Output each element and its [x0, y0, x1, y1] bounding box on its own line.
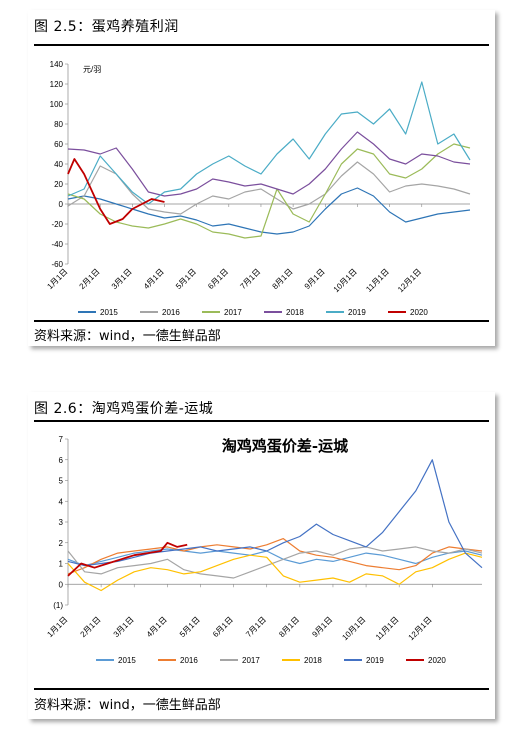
y-tick-label: 1: [59, 560, 64, 569]
chart-panel-profit: 图 2.5：蛋鸡养殖利润 140 120 100 80 60 40 20 0 -20 -40 -60…: [28, 10, 495, 346]
series-line-2016: [67, 161, 471, 215]
x-tick-label: 11月1日: [374, 615, 401, 642]
y-tick-label: 7: [59, 435, 64, 444]
legend-label-2019: 2019: [366, 656, 384, 665]
legend-label-2017: 2017: [242, 656, 260, 665]
series-line-2016: [67, 537, 483, 575]
y-tick-label: 20: [54, 180, 63, 189]
legend-label-2015: 2015: [118, 656, 136, 665]
x-tick-label: 1月1日: [45, 615, 69, 639]
y-axis-label: 元/羽: [83, 65, 101, 74]
x-tick-label: 2月1日: [79, 615, 103, 639]
x-tick-label: 5月1日: [174, 267, 198, 291]
y-tick-label: 3: [59, 518, 64, 527]
x-tick-label: 5月1日: [178, 615, 202, 639]
figure-caption: 图 2.5：蛋鸡养殖利润: [34, 19, 179, 35]
source-divider: [34, 320, 489, 322]
y-tick-label: 80: [54, 120, 63, 129]
y-tick-label: 100: [50, 100, 64, 109]
x-tick-label: 8月1日: [277, 615, 301, 639]
y-tick-label: -40: [51, 240, 63, 249]
figure-caption: 图 2.6：淘鸡鸡蛋价差-运城: [34, 401, 214, 417]
series-line-2015: [67, 548, 483, 567]
y-tick-label: 60: [54, 140, 63, 149]
x-tick-label: 7月1日: [238, 267, 262, 291]
y-tick-label: 0: [59, 200, 64, 209]
source-note: 资料来源：wind，一德生鲜品部: [34, 329, 221, 344]
x-tick-label: 4月1日: [142, 267, 166, 291]
y-tick-label: 4: [59, 497, 64, 506]
series-line-2020: [67, 158, 165, 225]
y-tick-label: 140: [50, 60, 64, 69]
legend-label-2020: 2020: [410, 308, 428, 317]
x-tick-label: 12月1日: [407, 615, 434, 642]
x-tick-label: 2月1日: [78, 267, 102, 291]
series-line-2018: [67, 552, 483, 592]
legend-label-2017: 2017: [224, 308, 242, 317]
legend-label-2016: 2016: [162, 308, 180, 317]
chart-panel-spread: 图 2.6：淘鸡鸡蛋价差-运城 7 6 5 4 3 2 1 0 (1) 1月1日 2月1日 3月1日 4…: [28, 392, 495, 719]
legend-label-2018: 2018: [304, 656, 322, 665]
legend-label-2019: 2019: [348, 308, 366, 317]
x-tick-label: 7月1日: [244, 615, 268, 639]
y-tick-label: 5: [59, 477, 64, 486]
x-tick-label: 1月1日: [45, 267, 69, 291]
legend-label-2020: 2020: [428, 656, 446, 665]
x-tick-label: 6月1日: [206, 267, 230, 291]
x-tick-label: 10月1日: [332, 267, 359, 294]
series-line-2017: [67, 143, 471, 239]
legend-label-2018: 2018: [286, 308, 304, 317]
legend-label-2015: 2015: [100, 308, 118, 317]
x-tick-label: 6月1日: [211, 615, 235, 639]
y-tick-label: 0: [59, 580, 64, 589]
x-tick-label: 3月1日: [112, 615, 136, 639]
spread-line-chart: 7 6 5 4 3 2 1 0 (1) 1月1日 2月1日 3月1日 4月1日 5月1日 6月1日 7月1日 8…: [45, 435, 483, 665]
x-tick-label: 4月1日: [145, 615, 169, 639]
y-tick-label: 120: [50, 80, 64, 89]
x-tick-label: 11月1日: [364, 267, 391, 294]
x-tick-label: 9月1日: [310, 615, 334, 639]
y-tick-label: 40: [54, 160, 63, 169]
source-note: 资料来源：wind，一德生鲜品部: [34, 698, 221, 713]
x-tick-label: 10月1日: [340, 615, 367, 642]
series-line-2017: [67, 546, 483, 579]
series-line-2015: [67, 187, 471, 235]
series-line-2019: [67, 81, 471, 205]
x-tick-label: 8月1日: [271, 267, 295, 291]
x-tick-label: 3月1日: [110, 267, 134, 291]
x-tick-label: 9月1日: [303, 267, 327, 291]
x-tick-label: 12月1日: [396, 267, 423, 294]
series-line-2018: [67, 131, 471, 197]
caption-divider: [34, 44, 489, 46]
y-tick-label: (1): [53, 601, 63, 610]
y-tick-label: -60: [51, 260, 63, 269]
series-line-2020: [67, 541, 188, 577]
legend-label-2016: 2016: [180, 656, 198, 665]
y-tick-label: 2: [59, 539, 64, 548]
source-divider: [34, 688, 489, 690]
caption-divider: [34, 420, 489, 422]
y-tick-label: -20: [51, 220, 63, 229]
series-line-2019: [67, 459, 483, 569]
y-tick-label: 6: [59, 456, 64, 465]
chart-title: 淘鸡鸡蛋价差-运城: [221, 437, 348, 455]
